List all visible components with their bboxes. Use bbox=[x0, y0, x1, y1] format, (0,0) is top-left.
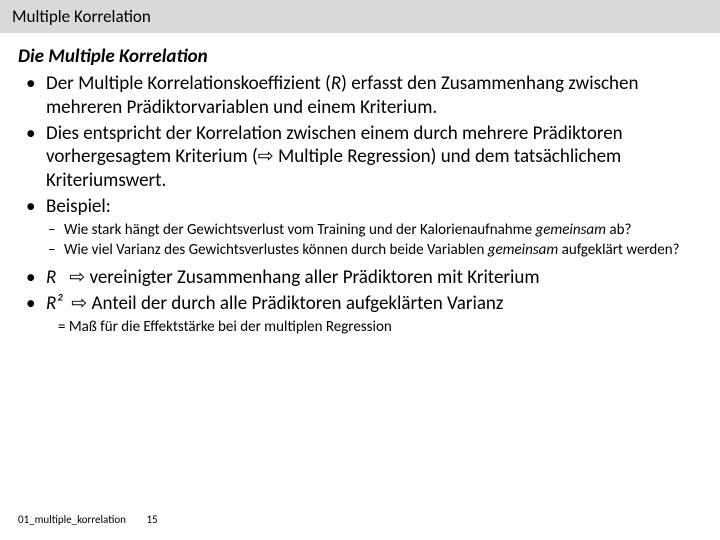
bullet-item: R ⇨ vereinigter Zusammenhang aller Prädi… bbox=[26, 266, 702, 290]
bullet-item: Der Multiple Korrelationskoeffizient (R)… bbox=[26, 72, 702, 120]
text: vereinigter Zusammenhang aller Prädiktor… bbox=[89, 266, 539, 289]
slide-content: Die Multiple Korrelation Der Multiple Ko… bbox=[0, 33, 720, 336]
sub-bullet-list: Wie stark hängt der Gewichtsverlust vom … bbox=[18, 221, 702, 261]
slide-header: Multiple Korrelation bbox=[0, 0, 720, 33]
text: Dies entspricht der Korrelation zwischen… bbox=[46, 122, 623, 193]
footer-filename: 01_multiple_korrelation bbox=[18, 513, 126, 526]
footer-page-number: 15 bbox=[146, 513, 157, 526]
bullet-item: Beispiel: bbox=[26, 195, 702, 219]
content-heading: Die Multiple Korrelation bbox=[18, 45, 702, 68]
var-r2: R² bbox=[46, 292, 63, 315]
text: Wie viel Varianz des Gewichtsverlustes k… bbox=[64, 241, 488, 259]
var-r: R bbox=[46, 266, 56, 289]
arrow-icon: ⇨ bbox=[71, 293, 87, 314]
bullet-list-2: R ⇨ vereinigter Zusammenhang aller Prädi… bbox=[18, 266, 702, 316]
emph: gemeinsam bbox=[488, 241, 558, 259]
text: Der Multiple Korrelationskoeffizient ( bbox=[46, 72, 331, 95]
var-r: R bbox=[331, 72, 341, 95]
text: Wie stark hängt der Gewichtsverlust vom … bbox=[64, 221, 536, 239]
sub-bullet-item: Wie viel Varianz des Gewichtsverlustes k… bbox=[48, 241, 702, 260]
bullet-list: Der Multiple Korrelationskoeffizient (R)… bbox=[18, 72, 702, 219]
slide-header-title: Multiple Korrelation bbox=[12, 6, 151, 27]
slide-footer: 01_multiple_korrelation 15 bbox=[18, 513, 158, 526]
text: Anteil der durch alle Prädiktoren aufgek… bbox=[92, 292, 504, 315]
bullet-item: Dies entspricht der Korrelation zwischen… bbox=[26, 122, 702, 193]
sub-bullet-item: Wie stark hängt der Gewichtsverlust vom … bbox=[48, 221, 702, 240]
text: Beispiel: bbox=[46, 195, 111, 218]
text: ab? bbox=[606, 221, 631, 239]
bullet-item: R² ⇨ Anteil der durch alle Prädiktoren a… bbox=[26, 292, 702, 316]
equation-note: = Maß für die Effektstärke bei der multi… bbox=[18, 318, 702, 336]
spacer bbox=[61, 266, 70, 289]
arrow-icon: ⇨ bbox=[69, 267, 85, 288]
emph: gemeinsam bbox=[536, 221, 606, 239]
text: aufgeklärt werden? bbox=[558, 241, 679, 259]
